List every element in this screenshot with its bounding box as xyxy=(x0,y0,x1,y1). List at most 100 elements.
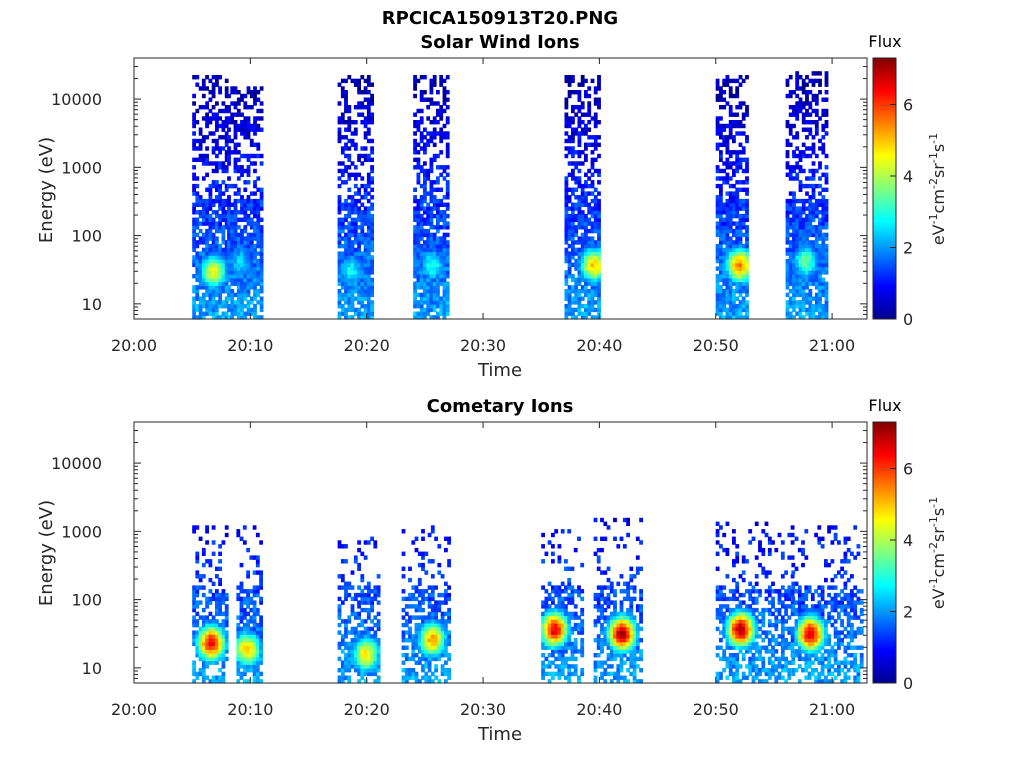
spectrogram-cell xyxy=(597,304,601,309)
spectrogram-cell xyxy=(201,161,206,166)
spectrogram-cell xyxy=(439,225,444,230)
spectrogram-cell xyxy=(256,217,261,222)
spectrogram-cell xyxy=(344,630,348,635)
spectrogram-cell xyxy=(580,258,585,264)
spectrogram-cell xyxy=(590,206,595,211)
spectrogram-cell xyxy=(195,176,200,181)
spectrogram-cell xyxy=(725,78,730,84)
spectrogram-cell xyxy=(593,653,598,658)
spectrogram-cell xyxy=(434,607,438,613)
spectrogram-cell xyxy=(436,217,440,222)
spectrogram-cell xyxy=(340,112,345,117)
spectrogram-cell xyxy=(593,258,598,264)
spectrogram-cell xyxy=(722,270,727,275)
spectrogram-cell xyxy=(577,82,582,87)
spectrogram-cell xyxy=(253,281,257,286)
spectrogram-cell xyxy=(417,649,422,654)
spectrogram-cell xyxy=(411,671,416,677)
spectrogram-cell xyxy=(208,161,213,166)
spectrogram-cell xyxy=(580,311,585,316)
spectrogram-cell xyxy=(715,626,720,632)
spectrogram-cell xyxy=(574,187,579,192)
spectrogram-cell xyxy=(798,281,803,286)
spectrogram-cell xyxy=(603,585,608,590)
spectrogram-cell xyxy=(259,315,264,320)
solar-wind-title: Solar Wind Ions xyxy=(420,32,579,53)
spectrogram-cell xyxy=(619,611,624,617)
spectrogram-cell xyxy=(616,619,621,624)
spectrogram-cell xyxy=(208,236,213,241)
spectrogram-cell xyxy=(233,168,238,174)
spectrogram-cell xyxy=(805,120,809,125)
spectrogram-cell xyxy=(554,638,559,643)
spectrogram-cell xyxy=(596,607,601,613)
spectrogram-cell xyxy=(567,274,572,279)
spectrogram-cell xyxy=(201,562,206,568)
spectrogram-cell xyxy=(423,228,427,234)
spectrogram-cell xyxy=(593,622,598,628)
spectrogram-cell xyxy=(233,101,238,106)
spectrogram-cell xyxy=(613,630,617,635)
spectrogram-cell xyxy=(344,142,348,147)
spectrogram-cell xyxy=(551,551,555,556)
spectrogram-cell xyxy=(357,311,361,316)
spectrogram-cell xyxy=(560,596,565,602)
spectrogram-cell xyxy=(192,183,196,189)
spectrogram-cell xyxy=(205,653,209,658)
spectrogram-cell xyxy=(735,198,740,204)
spectrogram-cell xyxy=(560,630,565,635)
spectrogram-cell xyxy=(442,277,447,283)
spectrogram-cell xyxy=(745,274,749,279)
spectrogram-cell xyxy=(249,589,254,594)
spectrogram-cell xyxy=(629,619,634,624)
spectrogram-cell xyxy=(785,202,790,207)
spectrogram-cell xyxy=(246,232,251,238)
spectrogram-cell xyxy=(227,213,231,219)
spectrogram-cell xyxy=(347,641,352,647)
spectrogram-cell xyxy=(613,671,617,677)
spectrogram-cell xyxy=(808,281,813,286)
spectrogram-cell xyxy=(584,247,588,253)
spectrogram-cell xyxy=(445,202,450,207)
spectrogram-cell xyxy=(814,258,819,264)
spectrogram-cell xyxy=(344,217,348,222)
spectrogram-cell xyxy=(419,281,424,286)
spectrogram-cell xyxy=(788,198,793,204)
spectrogram-cell xyxy=(353,555,358,560)
spectrogram-cell xyxy=(224,247,229,253)
spectrogram-cell xyxy=(745,251,749,256)
spectrogram-cell xyxy=(233,277,238,283)
spectrogram-cell xyxy=(192,634,196,639)
spectrogram-cell xyxy=(246,258,251,264)
spectrogram-cell xyxy=(192,585,196,590)
spectrogram-cell xyxy=(198,649,203,654)
spectrogram-cell xyxy=(741,101,746,106)
spectrogram-cell xyxy=(719,247,723,253)
spectrogram-cell xyxy=(437,649,442,654)
spectrogram-cell xyxy=(337,228,342,234)
spectrogram-cell xyxy=(735,150,740,155)
spectrogram-cell xyxy=(722,232,727,238)
spectrogram-cell xyxy=(818,198,822,204)
spectrogram-cell xyxy=(735,236,740,241)
spectrogram-cell xyxy=(376,664,381,669)
spectrogram-cell xyxy=(240,232,244,238)
spectrogram-cell xyxy=(408,638,412,643)
spectrogram-cell xyxy=(745,217,749,222)
spectrogram-cell xyxy=(580,671,585,677)
spectrogram-cell xyxy=(600,517,604,523)
spectrogram-cell xyxy=(738,255,743,260)
spectrogram-cell xyxy=(792,232,796,238)
spectrogram-cell xyxy=(801,236,806,241)
spectrogram-cell xyxy=(580,607,585,613)
spectrogram-cell xyxy=(722,315,727,320)
spectrogram-cell xyxy=(798,153,803,159)
spectrogram-cell xyxy=(417,607,422,613)
spectrogram-cell xyxy=(373,592,378,598)
spectrogram-cell xyxy=(626,645,630,650)
spectrogram-cell xyxy=(715,86,720,91)
spectrogram-cell xyxy=(632,638,637,643)
spectrogram-cell xyxy=(340,116,345,121)
spectrogram-cell xyxy=(218,304,222,309)
spectrogram-cell xyxy=(805,243,809,249)
